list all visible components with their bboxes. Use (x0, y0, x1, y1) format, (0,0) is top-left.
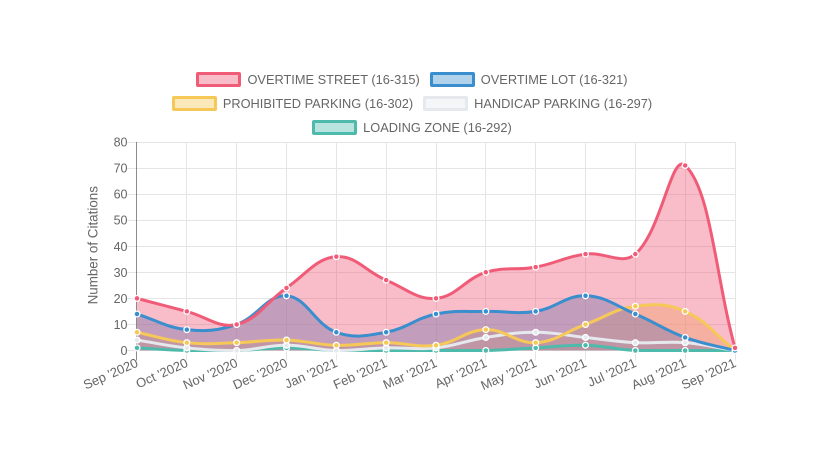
svg-text:60: 60 (114, 188, 128, 202)
svg-text:80: 80 (114, 136, 128, 150)
svg-text:Oct '2020: Oct '2020 (133, 355, 190, 391)
svg-text:May '2021: May '2021 (478, 355, 539, 393)
svg-text:10: 10 (114, 318, 128, 332)
svg-text:Feb '2021: Feb '2021 (331, 355, 390, 392)
svg-text:40: 40 (114, 240, 128, 254)
svg-text:Sep '2021: Sep '2021 (679, 355, 738, 392)
svg-text:Nov '2020: Nov '2020 (181, 355, 240, 392)
svg-text:Dec '2020: Dec '2020 (231, 355, 290, 392)
svg-text:Mar '2021: Mar '2021 (381, 355, 440, 392)
svg-text:Number of Citations: Number of Citations (86, 186, 101, 305)
svg-text:20: 20 (114, 292, 128, 306)
svg-text:Jul '2021: Jul '2021 (585, 355, 638, 390)
svg-text:0: 0 (121, 344, 128, 358)
svg-text:30: 30 (114, 266, 128, 280)
svg-text:Sep '2020: Sep '2020 (81, 355, 140, 392)
svg-text:Aug '2021: Aug '2021 (629, 355, 688, 392)
svg-text:70: 70 (114, 162, 128, 176)
svg-text:Jan '2021: Jan '2021 (282, 355, 339, 391)
svg-text:Jun '2021: Jun '2021 (531, 355, 588, 391)
svg-text:50: 50 (114, 214, 128, 228)
